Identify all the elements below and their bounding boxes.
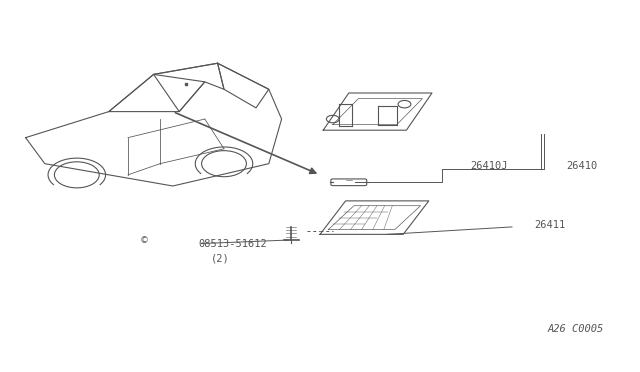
Text: 08513-51612: 08513-51612 [198,239,267,248]
Text: 26410: 26410 [566,161,598,170]
Text: 26411: 26411 [534,220,566,230]
Text: 26410J: 26410J [470,161,508,170]
Text: (2): (2) [211,254,230,263]
Text: A26 C0005: A26 C0005 [547,324,604,334]
Text: ©: © [140,237,148,246]
